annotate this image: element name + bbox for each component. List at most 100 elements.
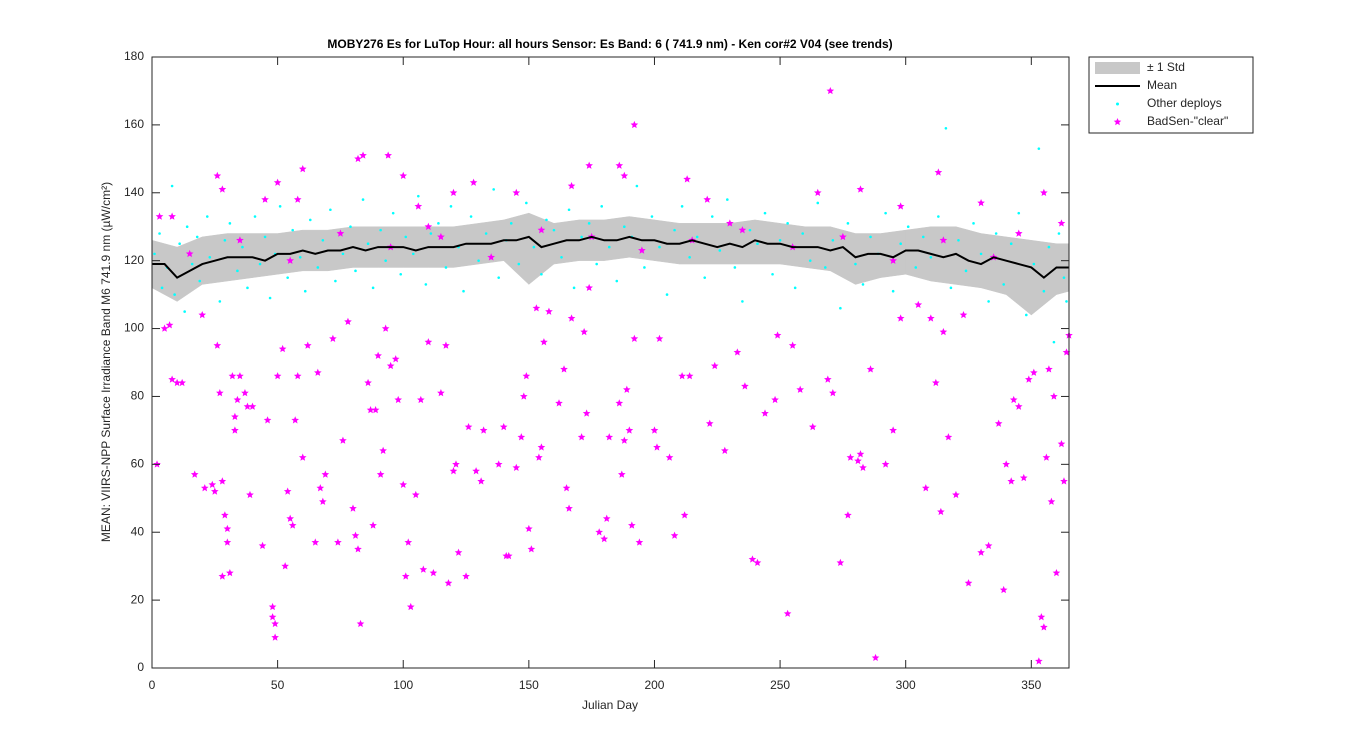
star-point	[354, 545, 362, 553]
star-point	[236, 372, 244, 380]
star-point	[540, 338, 548, 346]
star-point	[449, 467, 458, 475]
point	[808, 259, 812, 262]
star-point	[600, 535, 609, 543]
star-point	[937, 507, 945, 516]
point	[263, 235, 267, 239]
star-point	[311, 538, 320, 546]
point	[718, 249, 722, 252]
star-point	[856, 185, 865, 193]
star-point	[165, 321, 174, 329]
star-point	[278, 344, 287, 353]
star-point	[366, 406, 375, 414]
star-point	[218, 572, 227, 580]
star-point	[271, 619, 279, 628]
star-point	[354, 154, 362, 163]
star-point	[630, 120, 639, 129]
x-tick-label: 100	[393, 678, 413, 692]
point	[429, 232, 433, 235]
star-point	[303, 341, 312, 349]
star-point	[623, 385, 631, 393]
point	[861, 283, 865, 286]
point	[944, 126, 948, 130]
point	[1052, 340, 1056, 344]
star-point	[871, 653, 880, 662]
star-point	[228, 372, 237, 380]
star-point	[683, 175, 691, 183]
y-tick-label: 180	[124, 49, 144, 63]
star-point	[288, 521, 297, 529]
star-point	[710, 361, 719, 370]
point	[560, 255, 563, 259]
point	[748, 228, 752, 232]
point	[703, 276, 707, 279]
point	[1024, 313, 1028, 317]
star-point	[859, 463, 867, 471]
star-point	[401, 572, 410, 580]
star-point	[233, 395, 242, 404]
star-point	[655, 334, 664, 342]
star-point	[595, 528, 603, 536]
x-tick-label: 350	[1021, 678, 1041, 692]
star-point	[1057, 439, 1066, 448]
star-point	[349, 504, 357, 512]
point	[241, 245, 244, 249]
point	[567, 208, 571, 212]
star-point	[273, 178, 282, 186]
star-point	[1019, 473, 1028, 482]
star-point	[241, 389, 249, 397]
point	[517, 262, 521, 266]
x-tick-label: 50	[271, 678, 285, 692]
star-point	[994, 419, 1003, 427]
point	[291, 228, 294, 232]
star-point	[964, 579, 973, 587]
point	[884, 211, 887, 215]
star-point	[464, 422, 473, 431]
point	[354, 269, 357, 273]
point	[469, 215, 473, 218]
axes-box	[151, 56, 1070, 669]
point	[404, 235, 408, 239]
star-point	[452, 460, 460, 468]
point	[298, 255, 302, 259]
point	[572, 286, 576, 290]
point	[509, 222, 513, 225]
star-point	[248, 402, 257, 410]
point	[680, 205, 684, 208]
point	[921, 235, 925, 239]
x-tick-label: 300	[896, 678, 916, 692]
star-point	[952, 490, 960, 499]
star-point	[939, 327, 948, 336]
star-point	[532, 304, 541, 312]
y-tick-label: 100	[124, 321, 144, 335]
star-point	[1009, 395, 1018, 404]
star-point	[499, 422, 508, 431]
star-point	[665, 453, 674, 461]
point	[937, 215, 940, 218]
star-point	[921, 484, 930, 492]
y-tick-label: 160	[124, 117, 144, 131]
point	[979, 252, 983, 256]
star-point	[243, 402, 252, 410]
star-point	[1014, 402, 1023, 410]
point	[1037, 147, 1041, 150]
point	[160, 286, 164, 290]
star-point	[839, 232, 847, 241]
point	[929, 255, 933, 259]
star-point	[1040, 188, 1048, 197]
point	[552, 228, 556, 232]
star-point	[618, 470, 626, 478]
star-point	[1045, 365, 1053, 373]
point	[793, 286, 797, 290]
star-point	[703, 195, 712, 203]
point	[253, 215, 257, 218]
star-point	[236, 236, 244, 244]
star-point	[371, 406, 380, 414]
star-point	[567, 181, 576, 190]
point	[733, 266, 737, 269]
point	[763, 211, 767, 215]
star-point	[761, 409, 769, 417]
star-point	[628, 521, 636, 529]
star-point	[469, 178, 478, 186]
plot-area	[151, 86, 1073, 665]
